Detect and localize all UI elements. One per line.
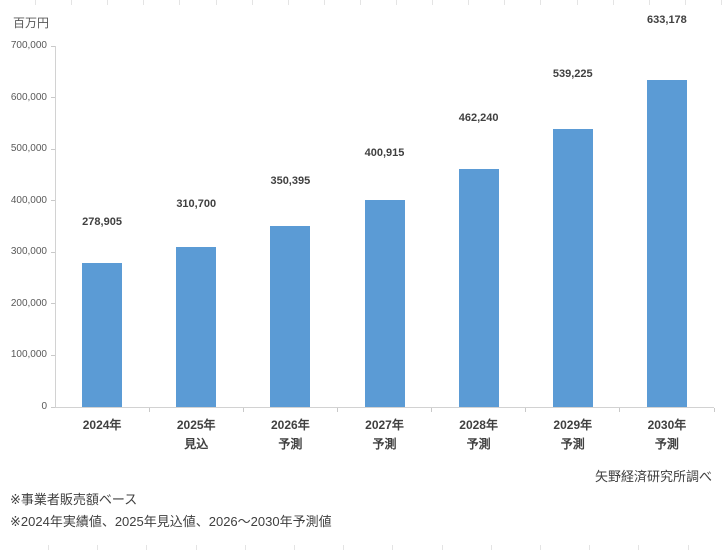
y-axis-tick bbox=[51, 200, 55, 202]
edge-ruler-tick-top bbox=[648, 0, 650, 5]
x-axis-tick bbox=[242, 408, 244, 412]
edge-ruler-tick-top bbox=[468, 0, 470, 5]
y-axis-tick bbox=[51, 251, 55, 253]
edge-ruler-tick-top bbox=[612, 0, 614, 5]
edge-ruler-tick-top bbox=[107, 0, 109, 5]
x-axis-tick bbox=[713, 408, 715, 412]
footnote-sales-basis: ※事業者販売額ベース bbox=[10, 492, 138, 507]
edge-ruler-tick-bottom bbox=[392, 545, 394, 550]
edge-ruler-tick-top bbox=[576, 0, 578, 5]
edge-ruler-tick-top bbox=[396, 0, 397, 5]
x-axis-tick bbox=[431, 408, 433, 412]
edge-ruler-tick-bottom bbox=[490, 545, 492, 550]
y-axis-tick-label: 200,000 bbox=[10, 297, 47, 309]
bar-value-label: 633,178 bbox=[647, 14, 687, 27]
edge-ruler-tick-bottom bbox=[687, 545, 689, 550]
bar bbox=[270, 226, 311, 407]
edge-ruler-tick-top bbox=[71, 0, 73, 5]
x-axis-category-label: 2030年 予測 bbox=[647, 418, 687, 451]
x-axis-tick bbox=[619, 408, 621, 412]
bar-value-label: 350,395 bbox=[270, 175, 311, 188]
edge-ruler-tick-top bbox=[251, 0, 253, 5]
edge-ruler-tick-top bbox=[359, 0, 361, 5]
edge-ruler-tick-bottom bbox=[589, 545, 591, 550]
y-axis-tick-label: 300,000 bbox=[10, 246, 47, 258]
edge-ruler-tick-bottom bbox=[638, 545, 640, 550]
edge-ruler-tick-top bbox=[179, 0, 181, 5]
edge-ruler-tick-top bbox=[215, 0, 217, 5]
source-attribution: 矢野経済研究所調べ bbox=[594, 469, 712, 484]
y-axis-tick bbox=[51, 97, 55, 99]
edge-ruler-tick-bottom bbox=[48, 545, 49, 550]
edge-ruler-tick-top bbox=[35, 0, 36, 5]
x-axis-tick bbox=[525, 408, 527, 412]
bar-value-label: 400,915 bbox=[364, 146, 405, 159]
edge-ruler-tick-top bbox=[684, 0, 686, 5]
x-axis-tick bbox=[148, 408, 150, 412]
x-axis-category-label: 2026年 予測 bbox=[271, 418, 310, 451]
edge-ruler-tick-top bbox=[143, 0, 145, 5]
y-axis-line bbox=[55, 46, 56, 407]
x-axis-category-label: 2024年 bbox=[82, 418, 122, 432]
edge-ruler-tick-bottom bbox=[343, 545, 345, 550]
y-axis-tick-label: 400,000 bbox=[10, 194, 47, 206]
x-axis-category-label: 2028年 予測 bbox=[459, 418, 498, 451]
y-axis-tick-label: 700,000 bbox=[10, 40, 47, 51]
bar bbox=[82, 263, 123, 407]
bar-value-label: 539,225 bbox=[552, 67, 593, 80]
edge-ruler-tick-top bbox=[287, 0, 289, 5]
edge-ruler-tick-top bbox=[504, 0, 506, 5]
x-axis-tick bbox=[336, 408, 338, 412]
edge-ruler-tick-bottom bbox=[441, 545, 443, 550]
edge-ruler-tick-bottom bbox=[540, 545, 541, 550]
y-axis-unit-label: 百万円 bbox=[13, 16, 50, 30]
edge-ruler-tick-bottom bbox=[97, 545, 99, 550]
bar-value-label: 462,240 bbox=[458, 111, 499, 124]
x-axis-category-label: 2029年 予測 bbox=[553, 418, 593, 451]
edge-ruler-tick-top bbox=[540, 0, 542, 5]
edge-ruler-tick-top bbox=[720, 0, 722, 5]
y-axis-tick-label: 100,000 bbox=[10, 349, 47, 361]
y-axis-tick-label: 0 bbox=[41, 401, 47, 412]
bar-value-label: 278,905 bbox=[82, 216, 122, 229]
y-axis-tick-label: 500,000 bbox=[10, 143, 47, 155]
edge-ruler-tick-bottom bbox=[146, 545, 148, 550]
edge-ruler-tick-top bbox=[432, 0, 434, 5]
y-axis-tick bbox=[51, 303, 55, 305]
footnote-value-types: ※2024年実績値、2025年見込値、2026～2030年予測値 bbox=[10, 514, 332, 529]
bar bbox=[176, 246, 217, 407]
y-axis-tick-label: 600,000 bbox=[10, 91, 47, 103]
x-axis-category-label: 2027年 予測 bbox=[365, 418, 404, 451]
edge-ruler-tick-bottom bbox=[294, 545, 295, 550]
bar-value-label: 310,700 bbox=[176, 197, 217, 210]
x-axis-line bbox=[55, 407, 714, 408]
y-axis-tick bbox=[51, 354, 55, 356]
edge-ruler-tick-bottom bbox=[244, 545, 246, 550]
bar bbox=[552, 128, 593, 407]
x-axis-category-label: 2025年 見込 bbox=[176, 418, 216, 451]
edge-ruler-tick-bottom bbox=[195, 545, 197, 550]
y-axis-tick bbox=[51, 148, 55, 150]
y-axis-tick bbox=[51, 45, 55, 47]
edge-ruler-tick-top bbox=[323, 0, 325, 5]
bar bbox=[364, 200, 405, 407]
y-axis-tick bbox=[51, 406, 55, 408]
bar bbox=[458, 168, 499, 407]
bar bbox=[646, 80, 687, 407]
